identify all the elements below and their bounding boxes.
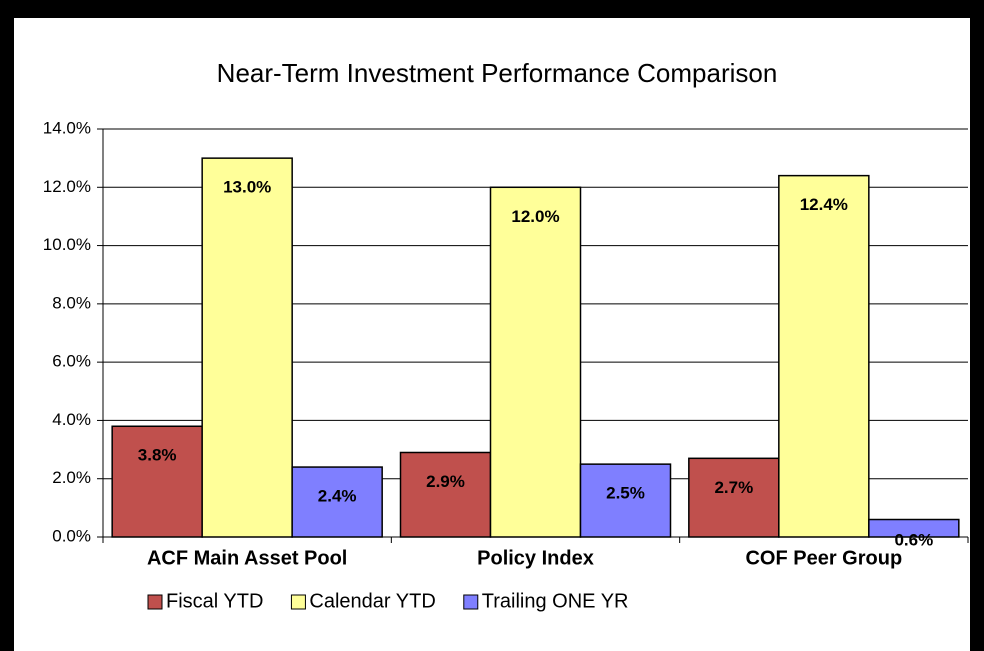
legend-label: Trailing ONE YR	[482, 590, 629, 612]
chart-title: Near-Term Investment Performance Compari…	[217, 58, 778, 88]
data-label: 2.9%	[426, 472, 465, 491]
data-label: 3.8%	[138, 446, 177, 465]
y-tick-label: 8.0%	[52, 293, 91, 312]
data-label: 12.0%	[511, 207, 559, 226]
legend-swatch	[290, 594, 306, 610]
y-tick-label: 4.0%	[52, 410, 91, 429]
bar	[399, 451, 492, 538]
data-label: 2.4%	[318, 487, 357, 506]
x-tick-label: Policy Index	[477, 547, 594, 569]
data-label: 13.0%	[223, 178, 271, 197]
bar	[579, 463, 672, 538]
y-tick-label: 2.0%	[52, 468, 91, 487]
bar	[688, 457, 780, 538]
bar	[291, 466, 383, 538]
y-tick-label: 6.0%	[52, 352, 91, 371]
legend-label: Fiscal YTD	[166, 590, 263, 612]
bar	[778, 174, 870, 538]
data-label: 0.6%	[894, 530, 933, 549]
legend-swatch	[147, 594, 163, 610]
bar	[201, 157, 293, 538]
data-label: 2.7%	[714, 478, 753, 497]
legend-swatch	[463, 594, 479, 610]
bar	[111, 425, 203, 538]
y-tick-label: 14.0%	[43, 118, 91, 137]
data-label: 2.5%	[606, 484, 645, 503]
x-tick-label: ACF Main Asset Pool	[147, 547, 347, 569]
bar	[489, 186, 582, 538]
y-tick-label: 0.0%	[52, 526, 91, 545]
x-tick-label: COF Peer Group	[745, 547, 902, 569]
bar	[868, 518, 960, 538]
data-label: 12.4%	[800, 195, 848, 214]
legend-label: Calendar YTD	[309, 590, 435, 612]
y-tick-label: 12.0%	[43, 177, 91, 196]
y-tick-label: 10.0%	[43, 235, 91, 254]
